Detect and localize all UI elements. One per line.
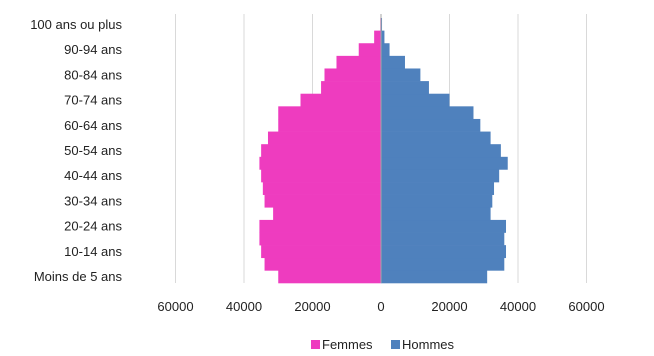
- age-label: Moins de 5 ans: [34, 269, 123, 284]
- x-tick-labels: 60000 40000 20000 0 20000 40000 60000: [157, 299, 604, 314]
- x-tick-label: 40000: [226, 299, 262, 314]
- age-label: 70-74 ans: [64, 93, 122, 108]
- legend-swatch-hommes: [391, 340, 400, 349]
- legend-swatch-femmes: [311, 340, 320, 349]
- age-labels: Moins de 5 ans 10-14 ans 20-24 ans 30-34 an…: [30, 17, 122, 284]
- age-label: 80-84 ans: [64, 67, 122, 82]
- x-tick-label: 60000: [568, 299, 604, 314]
- x-tick-label: 20000: [431, 299, 467, 314]
- x-tick-label: 40000: [500, 299, 536, 314]
- bar-femmes-25-29-ans: [273, 207, 381, 221]
- bars: [259, 18, 508, 284]
- bar-hommes-40-44-ans: [381, 169, 500, 183]
- bar-femmes-70-74-ans: [300, 93, 381, 107]
- age-label: 100 ans ou plus: [30, 17, 122, 32]
- bar-hommes-65-69-ans: [381, 106, 474, 120]
- bar-hommes-5-9-ans: [381, 257, 505, 271]
- bar-hommes-55-59-ans: [381, 131, 491, 145]
- bar-hommes-35-39-ans: [381, 182, 495, 195]
- bar-hommes-60-64-ans: [381, 118, 481, 132]
- bar-femmes-20-24-ans: [259, 219, 381, 233]
- bar-femmes-75-79-ans: [321, 81, 381, 95]
- bar-femmes-95-99-ans: [374, 30, 381, 44]
- bar-femmes-40-44-ans: [261, 169, 382, 183]
- bar-femmes-90-94-ans: [358, 43, 381, 57]
- bar-femmes-50-54-ans: [261, 144, 382, 158]
- bar-femmes-65-69-ans: [278, 106, 381, 120]
- age-label: 90-94 ans: [64, 42, 122, 57]
- bar-femmes-60-64-ans: [278, 118, 381, 132]
- legend-label-hommes: Hommes: [402, 337, 455, 352]
- legend: Femmes Hommes: [311, 337, 455, 352]
- bar-femmes-5-9-ans: [264, 257, 381, 271]
- bar-hommes-95-99-ans: [381, 30, 385, 44]
- bar-hommes-20-24-ans: [381, 219, 507, 233]
- age-label: 30-34 ans: [64, 193, 122, 208]
- bar-hommes-75-79-ans: [381, 81, 429, 95]
- bar-hommes-25-29-ans: [381, 207, 491, 221]
- bar-femmes-15-19-ans: [259, 232, 381, 246]
- age-label: 40-44 ans: [64, 168, 122, 183]
- age-label: 50-54 ans: [64, 143, 122, 158]
- bar-hommes-30-34-ans: [381, 194, 493, 208]
- bar-hommes-10-14-ans: [381, 245, 507, 259]
- age-label: 20-24 ans: [64, 219, 122, 234]
- bar-femmes-10-14-ans: [261, 245, 382, 259]
- x-tick-label: 0: [377, 299, 384, 314]
- bar-femmes-moins-de-5-ans: [278, 270, 381, 284]
- bar-hommes-90-94-ans: [381, 43, 390, 57]
- x-tick-label: 20000: [294, 299, 330, 314]
- x-tick-label: 60000: [157, 299, 193, 314]
- bar-hommes-moins-de-5-ans: [381, 270, 488, 284]
- bar-femmes-45-49-ans: [259, 156, 381, 170]
- age-label: 10-14 ans: [64, 244, 122, 259]
- bar-hommes-15-19-ans: [381, 232, 505, 246]
- bar-femmes-30-34-ans: [264, 194, 381, 208]
- age-label: 60-64 ans: [64, 118, 122, 133]
- bar-femmes-85-89-ans: [336, 55, 381, 69]
- legend-label-femmes: Femmes: [322, 337, 373, 352]
- bar-femmes-55-59-ans: [267, 131, 382, 145]
- bar-hommes-85-89-ans: [381, 55, 405, 69]
- bar-hommes-80-84-ans: [381, 68, 421, 82]
- bar-femmes-35-39-ans: [262, 182, 381, 195]
- bar-hommes-70-74-ans: [381, 93, 450, 107]
- bar-hommes-100-ans-ou-plus: [381, 18, 383, 31]
- bar-hommes-45-49-ans: [381, 156, 508, 170]
- bar-femmes-80-84-ans: [324, 68, 381, 82]
- bar-hommes-50-54-ans: [381, 144, 501, 158]
